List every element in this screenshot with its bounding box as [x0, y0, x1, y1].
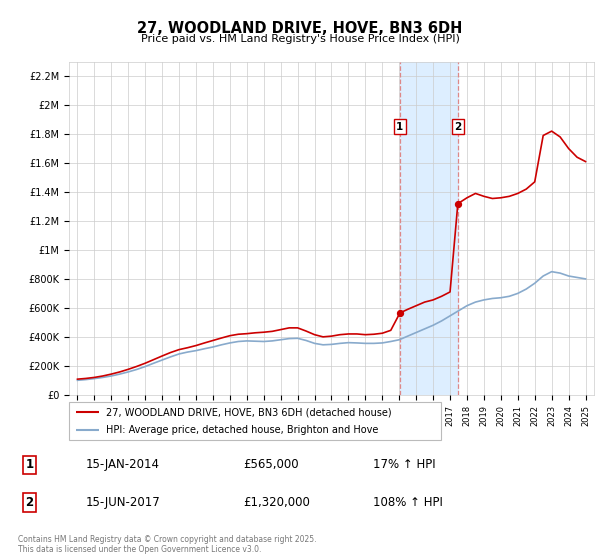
- Text: 2: 2: [25, 496, 34, 509]
- Text: 27, WOODLAND DRIVE, HOVE, BN3 6DH: 27, WOODLAND DRIVE, HOVE, BN3 6DH: [137, 21, 463, 36]
- Text: 2: 2: [454, 122, 461, 132]
- Text: Contains HM Land Registry data © Crown copyright and database right 2025.
This d: Contains HM Land Registry data © Crown c…: [18, 535, 317, 554]
- Text: 108% ↑ HPI: 108% ↑ HPI: [373, 496, 443, 509]
- Point: [395, 309, 405, 318]
- Text: HPI: Average price, detached house, Brighton and Hove: HPI: Average price, detached house, Brig…: [106, 425, 379, 435]
- FancyBboxPatch shape: [69, 402, 441, 440]
- Point: [453, 199, 463, 208]
- Text: £565,000: £565,000: [244, 458, 299, 471]
- Text: 15-JUN-2017: 15-JUN-2017: [86, 496, 160, 509]
- Bar: [400, 62, 458, 395]
- Text: £1,320,000: £1,320,000: [244, 496, 310, 509]
- Text: 1: 1: [25, 458, 34, 471]
- Text: 1: 1: [396, 122, 404, 132]
- Text: 27, WOODLAND DRIVE, HOVE, BN3 6DH (detached house): 27, WOODLAND DRIVE, HOVE, BN3 6DH (detac…: [106, 407, 392, 417]
- Text: 17% ↑ HPI: 17% ↑ HPI: [373, 458, 436, 471]
- Text: 15-JAN-2014: 15-JAN-2014: [86, 458, 160, 471]
- Text: Price paid vs. HM Land Registry's House Price Index (HPI): Price paid vs. HM Land Registry's House …: [140, 34, 460, 44]
